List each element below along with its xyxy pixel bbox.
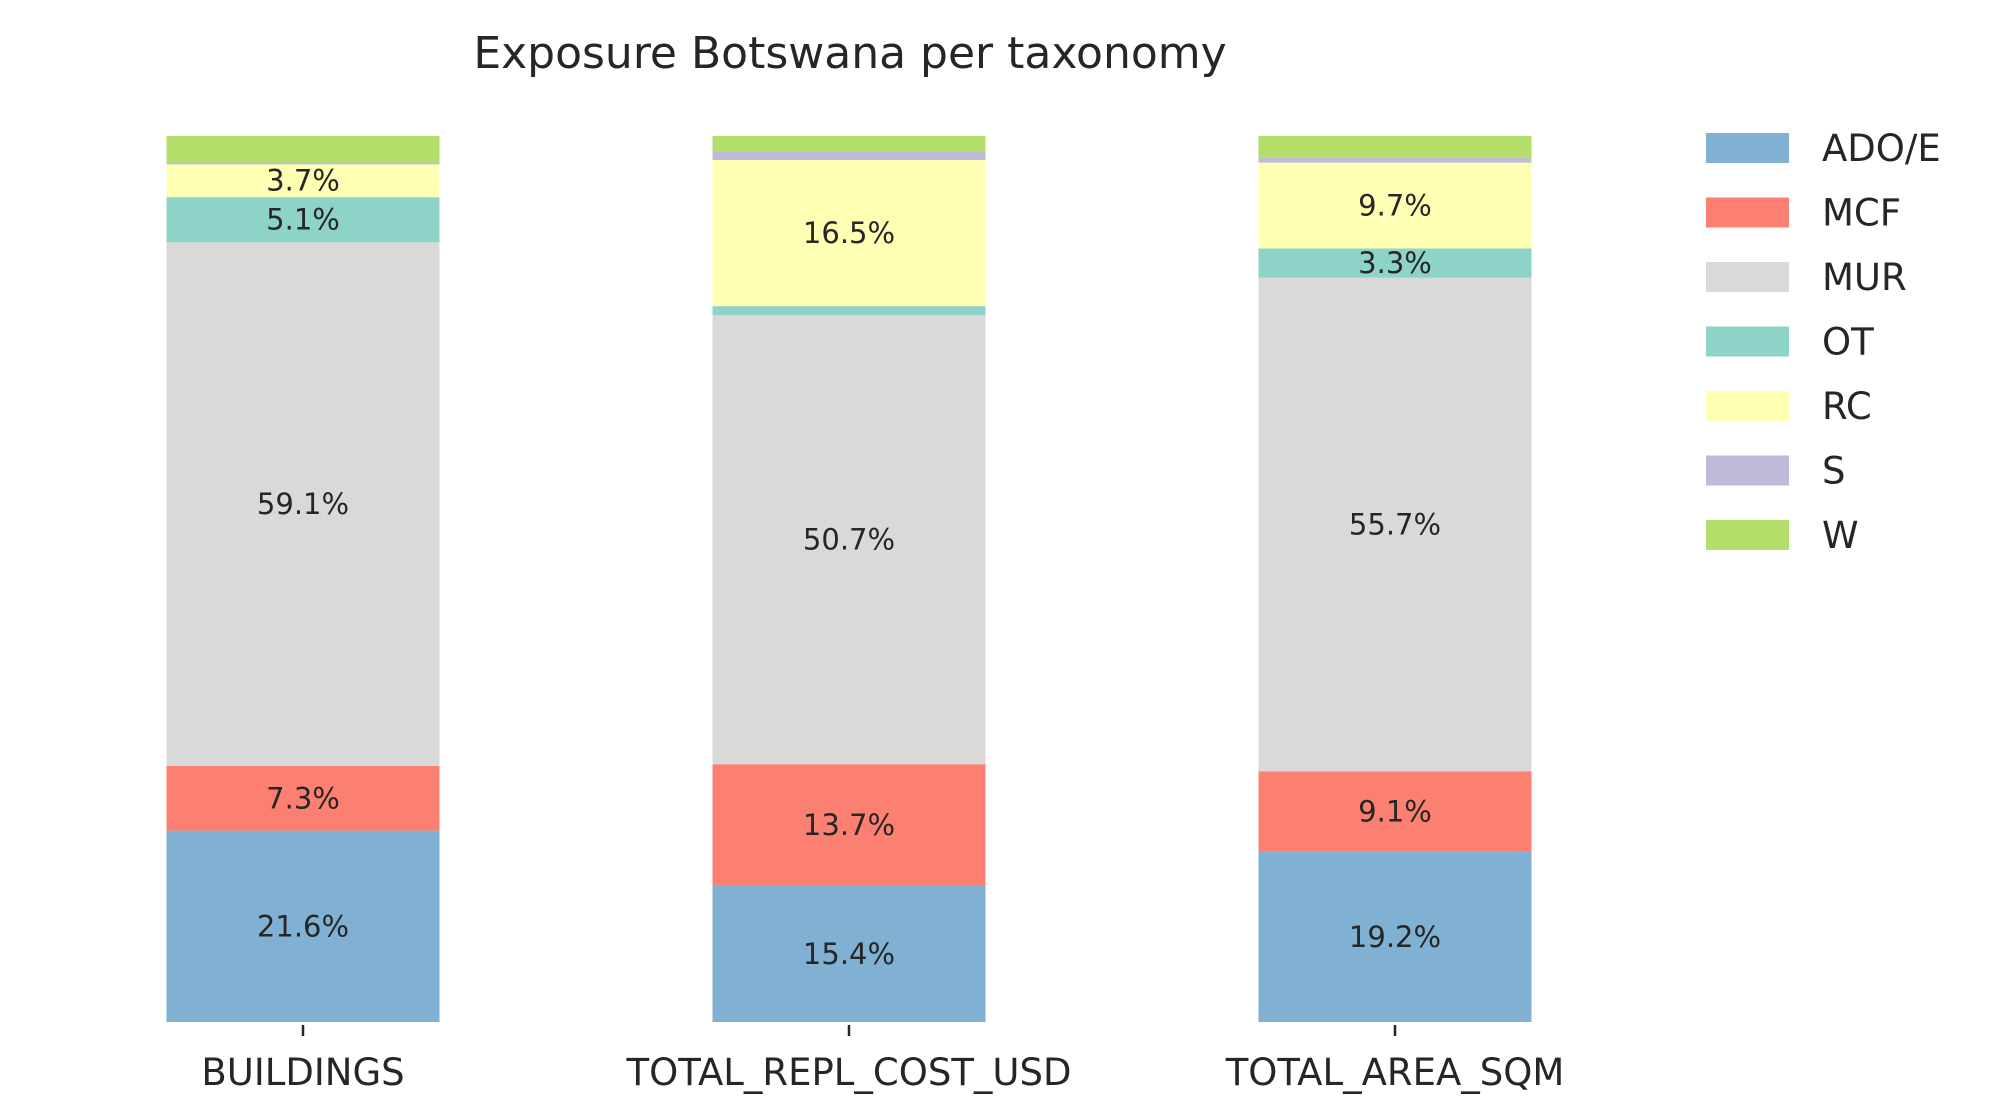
- bar-segment-buildings-mcf: [166, 765, 440, 831]
- chart-title: Exposure Botswana per taxonomy: [473, 28, 1226, 79]
- x-tick-label-total-repl-cost-usd: TOTAL_REPL_COST_USD: [626, 1051, 1072, 1094]
- bar-segment-total-area-sqm-ado-e: [1258, 851, 1532, 1022]
- data-label-total-repl-cost-usd-mur: 50.7%: [803, 523, 895, 557]
- bar-segment-buildings-s: [166, 162, 440, 165]
- legend-swatch-w: [1706, 520, 1789, 550]
- bar-segment-buildings-ado-e: [166, 830, 440, 1022]
- x-tick-label-buildings: BUILDINGS: [201, 1051, 404, 1094]
- bar-segment-buildings-rc: [166, 164, 440, 198]
- data-label-total-area-sqm-mur: 55.7%: [1349, 508, 1441, 542]
- data-label-buildings-ot: 5.1%: [266, 203, 340, 237]
- data-label-total-area-sqm-ot: 3.3%: [1358, 246, 1432, 280]
- data-label-total-repl-cost-usd-ado-e: 15.4%: [803, 937, 895, 971]
- data-label-total-repl-cost-usd-rc: 16.5%: [803, 216, 895, 250]
- bar-segment-total-repl-cost-usd-ado-e: [712, 885, 986, 1022]
- legend-swatch-ot: [1706, 326, 1789, 357]
- data-label-total-area-sqm-ado-e: 19.2%: [1349, 920, 1441, 954]
- legend-swatch-mcf: [1706, 197, 1789, 228]
- bar-segment-total-repl-cost-usd-mcf: [712, 764, 986, 886]
- bar-segment-total-repl-cost-usd-s: [712, 151, 986, 160]
- segment-labels-group: 21.6% 7.3% 59.1% 5.1% 3.7% 15.4% 13.7% 50.7% 16.…: [257, 164, 1441, 971]
- bar-segment-buildings-w: [166, 136, 440, 163]
- x-tick-label-total-area-sqm: TOTAL_AREA_SQM: [1225, 1051, 1565, 1094]
- legend-swatch-rc: [1706, 391, 1789, 421]
- bar-segment-total-area-sqm-mcf: [1258, 771, 1532, 852]
- bar-segment-total-repl-cost-usd-w: [712, 136, 986, 152]
- bars-group: [166, 136, 1532, 1022]
- data-label-buildings-rc: 3.7%: [266, 164, 340, 198]
- legend: ADO/E MCF MUR OT RC SW: [1706, 127, 1941, 557]
- bar-segment-buildings-mur: [166, 242, 440, 766]
- data-label-total-repl-cost-usd-mcf: 13.7%: [803, 808, 895, 842]
- bar-segment-total-area-sqm-s: [1258, 157, 1532, 163]
- legend-swatch-mur: [1706, 262, 1789, 292]
- legend-swatch-ado-e: [1706, 133, 1789, 163]
- data-label-total-area-sqm-rc: 9.7%: [1358, 189, 1432, 223]
- bar-segment-total-area-sqm-mur: [1258, 277, 1532, 772]
- legend-label-rc: RC: [1822, 385, 1872, 428]
- bar-segment-total-repl-cost-usd-ot: [712, 306, 986, 315]
- bar-segment-buildings-ot: [166, 197, 440, 243]
- x-axis: BUILDINGS TOTAL_REPL_COST_USD TOTAL_AREA_S…: [201, 1025, 1564, 1094]
- legend-swatch-s: [1706, 455, 1789, 486]
- legend-label-mcf: MCF: [1822, 192, 1901, 235]
- bar-segment-total-repl-cost-usd-mur: [712, 314, 986, 765]
- data-label-buildings-mur: 59.1%: [257, 487, 349, 521]
- bar-segment-total-area-sqm-ot: [1258, 248, 1532, 278]
- data-label-total-area-sqm-mcf: 9.1%: [1358, 795, 1432, 829]
- bar-segment-total-repl-cost-usd-rc: [712, 159, 986, 307]
- legend-label-w: W: [1822, 514, 1859, 557]
- legend-label-s: S: [1822, 450, 1846, 493]
- legend-label-ado-e: ADO/E: [1822, 127, 1941, 170]
- data-label-buildings-ado-e: 21.6%: [257, 909, 349, 943]
- bar-segment-total-area-sqm-w: [1258, 136, 1532, 158]
- legend-label-ot: OT: [1822, 321, 1874, 364]
- bar-segment-total-area-sqm-rc: [1258, 162, 1532, 249]
- legend-label-mur: MUR: [1822, 256, 1907, 299]
- data-label-buildings-mcf: 7.3%: [266, 781, 340, 815]
